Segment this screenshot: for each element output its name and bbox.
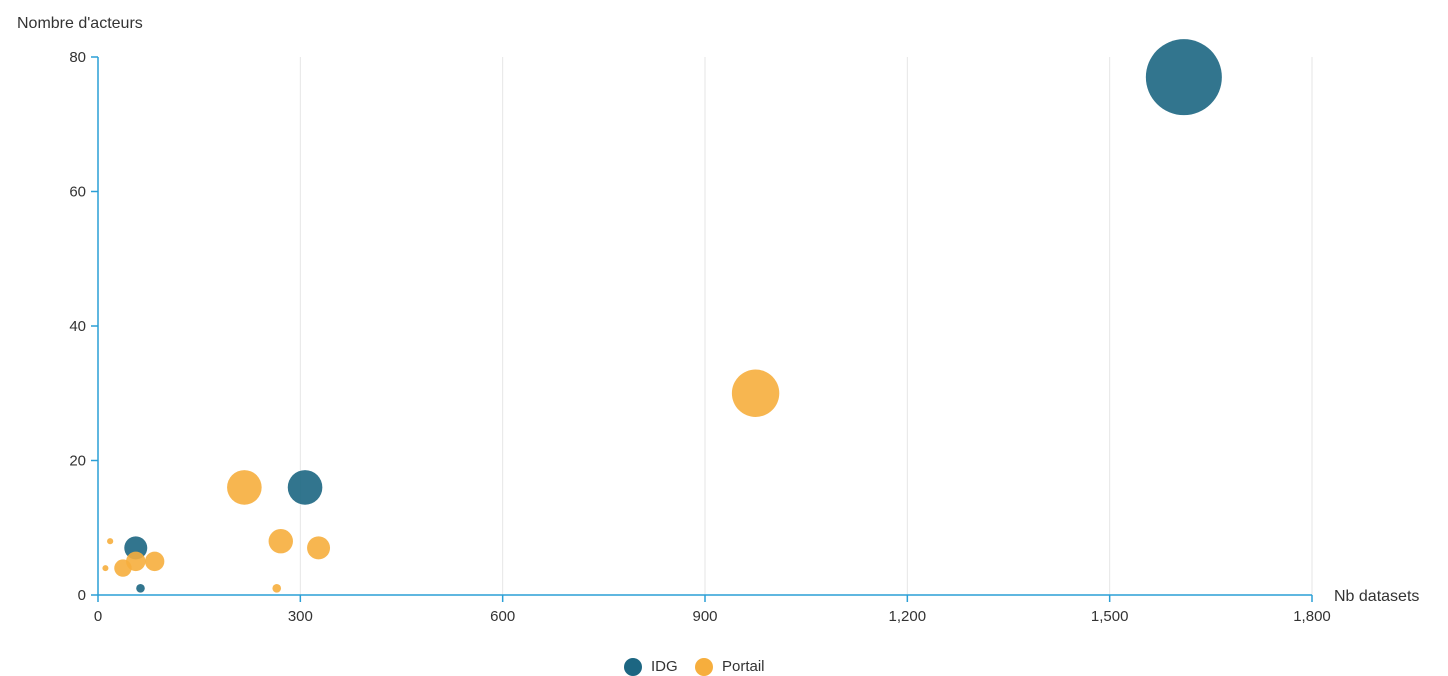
bubble-portail[interactable] (107, 538, 114, 545)
y-tick-label: 0 (78, 587, 86, 604)
bubble-portail[interactable] (144, 551, 165, 572)
bubbles (102, 39, 1222, 593)
legend-label-portail[interactable]: Portail (722, 658, 765, 675)
x-tick-label: 900 (692, 608, 717, 625)
y-axis-title: Nombre d'acteurs (17, 15, 143, 32)
x-axis-title: Nb datasets (1334, 588, 1419, 605)
y-tick-label: 40 (69, 318, 86, 335)
y-tick-label: 80 (69, 49, 86, 66)
bubble-idg[interactable] (1145, 39, 1222, 116)
bubble-idg[interactable] (136, 583, 145, 593)
legend-marker-idg (624, 658, 642, 676)
bubble-portail[interactable] (307, 536, 331, 560)
y-tick-label: 60 (69, 184, 86, 201)
legend-label-idg[interactable]: IDG (651, 658, 678, 675)
bubble-portail[interactable] (102, 565, 109, 572)
x-tick-label: 1,800 (1293, 608, 1331, 625)
x-tick-label: 1,200 (889, 608, 927, 625)
bubble-portail[interactable] (731, 369, 780, 417)
legend-marker-portail (695, 658, 713, 676)
bubble-portail[interactable] (227, 470, 262, 505)
x-tick-label: 600 (490, 608, 515, 625)
x-tick-label: 0 (94, 608, 102, 625)
grid-lines (299, 57, 1313, 595)
bubble-idg[interactable] (287, 470, 323, 505)
bubble-portail[interactable] (114, 559, 132, 577)
x-tick-label: 300 (288, 608, 313, 625)
legend: IDG Portail (624, 658, 765, 676)
y-axis-ticks: 0 20 40 60 80 (69, 49, 98, 604)
x-axis-ticks: 0 300 600 900 1,200 1,500 1,800 (94, 595, 1331, 625)
x-tick-label: 1,500 (1091, 608, 1129, 625)
bubble-portail[interactable] (268, 529, 293, 554)
y-tick-label: 20 (69, 453, 86, 470)
bubble-portail[interactable] (272, 583, 282, 593)
